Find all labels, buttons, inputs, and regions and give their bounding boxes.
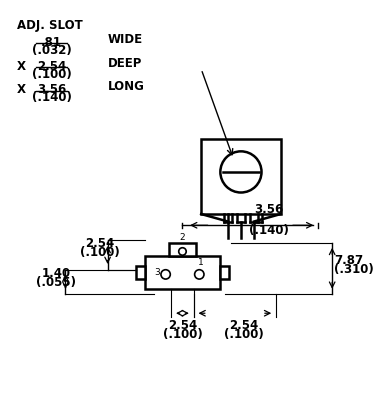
Text: 3.56: 3.56 — [255, 203, 284, 216]
Text: 2: 2 — [180, 233, 185, 242]
Circle shape — [220, 151, 262, 192]
Text: DEEP: DEEP — [108, 57, 142, 70]
Text: .81: .81 — [41, 36, 62, 49]
Text: 3.56: 3.56 — [37, 83, 66, 96]
Bar — [220, 266, 229, 279]
Text: 2.54: 2.54 — [168, 319, 197, 332]
Text: (.055): (.055) — [36, 276, 76, 289]
Text: 2.54: 2.54 — [37, 60, 66, 73]
Text: (.100): (.100) — [224, 328, 264, 341]
Text: (.140): (.140) — [32, 92, 71, 104]
Circle shape — [179, 248, 186, 255]
Text: 7.87: 7.87 — [334, 254, 363, 267]
Text: (.100): (.100) — [80, 246, 120, 259]
Bar — [169, 243, 196, 256]
Text: WIDE: WIDE — [108, 34, 143, 46]
Text: 2.54: 2.54 — [230, 319, 259, 332]
Text: LONG: LONG — [108, 80, 144, 93]
Text: 2.54: 2.54 — [85, 236, 115, 250]
Text: X: X — [17, 60, 26, 73]
Text: (.032): (.032) — [32, 44, 71, 57]
Bar — [201, 139, 281, 214]
Text: X: X — [17, 83, 26, 96]
Text: (.310): (.310) — [334, 263, 374, 276]
Circle shape — [195, 270, 204, 279]
Text: 1.40: 1.40 — [42, 267, 71, 280]
Bar — [145, 256, 220, 289]
Text: 1: 1 — [198, 258, 204, 267]
Text: ADJ. SLOT: ADJ. SLOT — [17, 20, 83, 32]
Text: (.100): (.100) — [162, 328, 202, 341]
Text: 3: 3 — [154, 268, 160, 277]
Circle shape — [161, 270, 170, 279]
Text: (.100): (.100) — [32, 68, 71, 81]
Text: (.140): (.140) — [249, 224, 289, 237]
Bar — [136, 266, 145, 279]
